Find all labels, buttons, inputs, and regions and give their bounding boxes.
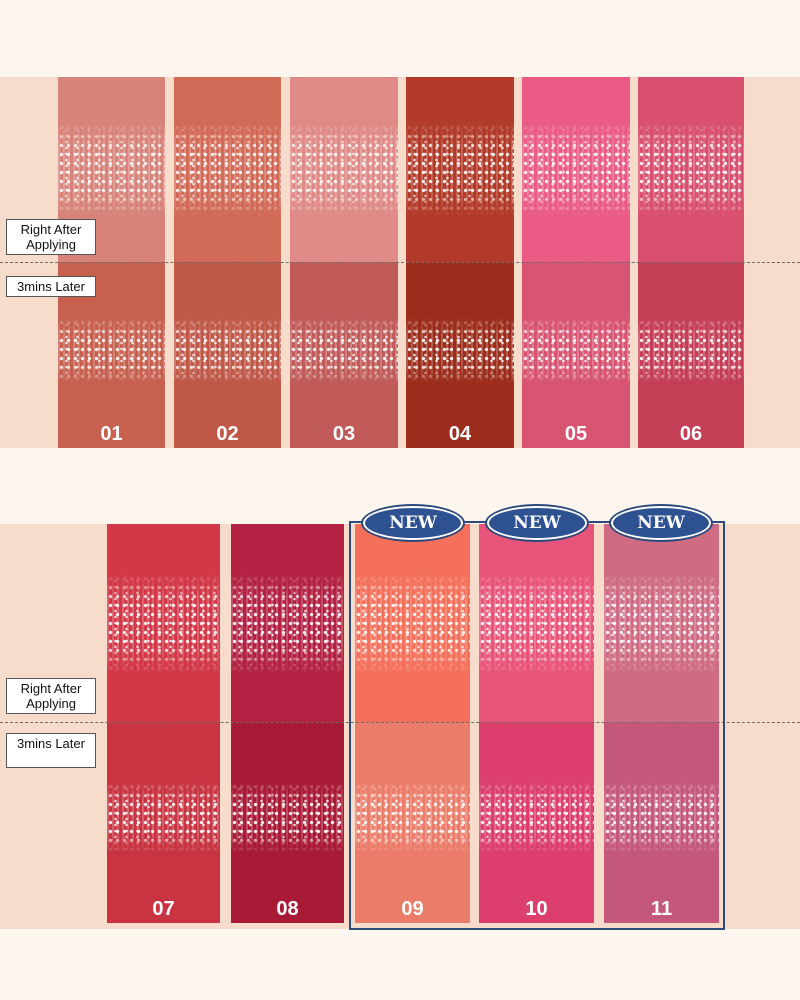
gloss-before-06	[638, 123, 744, 216]
gloss-before-02	[174, 123, 281, 216]
shade-number-04: 04	[448, 423, 472, 445]
shade-number-05: 05	[564, 423, 588, 445]
swatch-09: 09	[355, 524, 470, 923]
gloss-after-04	[406, 318, 514, 383]
right-after-label-top: Right After Applying	[6, 219, 96, 255]
shade-number-10: 10	[525, 898, 548, 920]
new-badge-11: NEW	[609, 504, 713, 542]
shade-number-02: 02	[216, 423, 239, 445]
right-after-label-bottom: Right After Applying	[6, 678, 96, 714]
shade-number-06: 06	[679, 423, 703, 445]
gloss-after-02	[174, 318, 281, 383]
gloss-before-07	[107, 574, 220, 673]
divider-top	[0, 262, 800, 263]
gloss-after-05	[522, 318, 630, 383]
gloss-after-06	[638, 318, 744, 383]
swatch-07: 07	[107, 524, 220, 923]
later-label-bottom: 3mins Later	[6, 733, 96, 768]
new-badge-10: NEW	[485, 504, 589, 542]
divider-bottom	[0, 722, 800, 723]
gloss-before-10	[479, 574, 594, 673]
gloss-after-08	[231, 782, 344, 852]
shade-number-01: 01	[100, 423, 123, 445]
swatch-08: 08	[231, 524, 344, 923]
later-label-top: 3mins Later	[6, 276, 96, 297]
shade-number-07: 07	[152, 898, 175, 920]
gloss-after-03	[290, 318, 398, 383]
new-shades-frame	[349, 521, 725, 930]
gloss-before-04	[406, 123, 514, 216]
gloss-before-09	[355, 574, 470, 673]
gloss-before-03	[290, 123, 398, 216]
swatch-10: 10	[479, 524, 594, 923]
shade-number-08: 08	[276, 898, 299, 920]
shade-number-03: 03	[332, 423, 356, 445]
gloss-after-10	[479, 782, 594, 852]
gloss-before-11	[604, 574, 719, 673]
gloss-before-01	[58, 123, 165, 216]
new-badge-09: NEW	[361, 504, 465, 542]
gloss-after-07	[107, 782, 220, 852]
gloss-before-08	[231, 574, 344, 673]
gloss-before-05	[522, 123, 630, 216]
shade-number-11: 11	[650, 898, 673, 920]
gloss-after-09	[355, 782, 470, 852]
swatch-11: 11	[604, 524, 719, 923]
gloss-after-11	[604, 782, 719, 852]
gloss-after-01	[58, 318, 165, 383]
shade-number-09: 09	[401, 898, 424, 920]
